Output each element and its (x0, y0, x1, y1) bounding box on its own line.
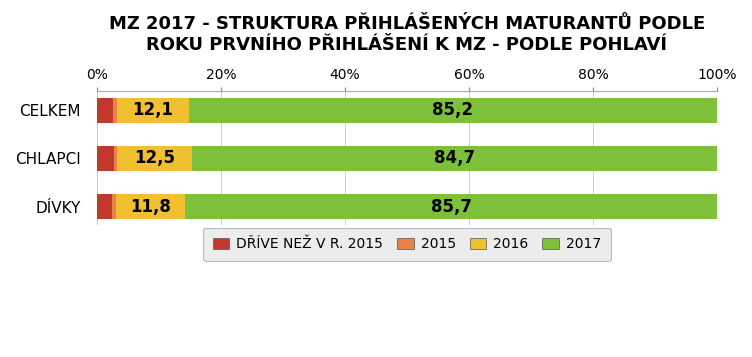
Bar (114, 97, 117, 123)
Text: 84,7: 84,7 (434, 149, 475, 167)
Bar (97, 97, 114, 123)
Text: 12,1: 12,1 (132, 101, 174, 119)
Bar (114, 146, 117, 171)
Bar (97, 194, 112, 219)
Bar (186, 194, 717, 219)
Bar (117, 97, 189, 123)
Text: 12,5: 12,5 (134, 149, 175, 167)
Bar (97, 146, 114, 171)
Bar (116, 194, 186, 219)
Text: 85,2: 85,2 (432, 101, 474, 119)
Bar (112, 194, 116, 219)
Text: 11,8: 11,8 (130, 198, 171, 216)
Bar (192, 146, 717, 171)
Bar (189, 97, 717, 123)
Text: 85,7: 85,7 (431, 198, 472, 216)
Legend: DŘÍVE NEŽ V R. 2015, 2015, 2016, 2017: DŘÍVE NEŽ V R. 2015, 2015, 2016, 2017 (203, 228, 611, 261)
Bar (117, 146, 192, 171)
Title: MZ 2017 - STRUKTURA PŘIHLÁŠENÝCH MATURANTŮ PODLE
ROKU PRVNÍHO PŘIHLÁŠENÍ K MZ - : MZ 2017 - STRUKTURA PŘIHLÁŠENÝCH MATURAN… (109, 15, 705, 54)
